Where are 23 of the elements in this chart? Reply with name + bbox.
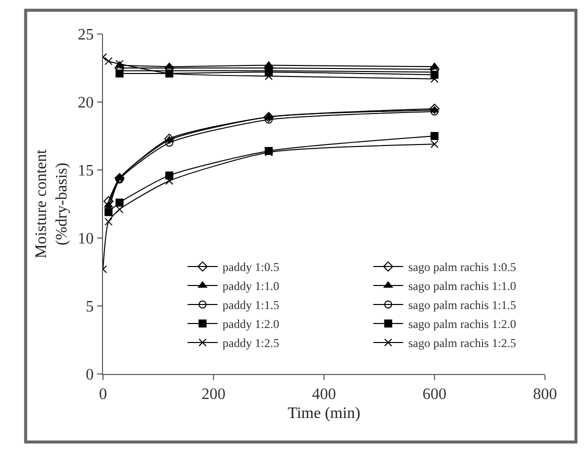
legend-label: paddy 1:1.5 bbox=[222, 298, 280, 312]
x-tick-label: 800 bbox=[533, 386, 557, 404]
x-tick-label: 600 bbox=[422, 386, 446, 404]
legend-label: sago palm rachis 1:2.5 bbox=[408, 336, 516, 350]
legend-label: paddy 1:2.0 bbox=[222, 317, 280, 332]
x-tick-label: 400 bbox=[312, 386, 336, 404]
y-tick-label: 15 bbox=[78, 162, 94, 180]
legend-label: sago palm rachis 1:0.5 bbox=[408, 260, 516, 274]
y-tick-label: 10 bbox=[78, 230, 94, 248]
legend-label: sago palm rachis 1:2.0 bbox=[408, 317, 516, 332]
y-tick-label: 0 bbox=[86, 366, 94, 384]
x-axis-title: Time (min) bbox=[288, 404, 360, 422]
y-tick-label: 20 bbox=[78, 94, 94, 112]
legend-label: paddy 1:2.5 bbox=[222, 336, 280, 350]
x-tick-label: 0 bbox=[99, 386, 107, 404]
y-tick-label: 25 bbox=[78, 26, 94, 44]
y-axis-title: Moisture content (%dry-basis) bbox=[32, 149, 71, 258]
legend-label: paddy 1:1.0 bbox=[222, 279, 280, 294]
x-tick-label: 200 bbox=[202, 386, 226, 404]
legend-label: sago palm rachis 1:1.5 bbox=[408, 298, 516, 312]
y-tick-label: 5 bbox=[86, 298, 94, 316]
legend-label: paddy 1:0.5 bbox=[222, 260, 280, 274]
legend-label: sago palm rachis 1:1.0 bbox=[408, 279, 516, 294]
